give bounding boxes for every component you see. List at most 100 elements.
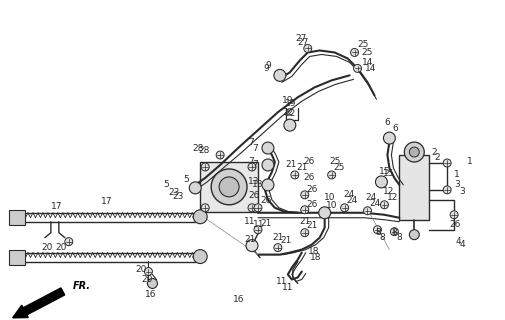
Text: 7: 7: [252, 160, 258, 170]
Text: 16: 16: [233, 295, 244, 304]
Text: 21: 21: [286, 160, 297, 170]
Text: 1: 1: [467, 157, 473, 166]
Circle shape: [375, 176, 387, 188]
Circle shape: [364, 207, 372, 215]
Text: 13: 13: [248, 177, 260, 187]
Circle shape: [201, 163, 209, 171]
Circle shape: [410, 230, 419, 240]
Circle shape: [304, 44, 312, 52]
Text: 26: 26: [449, 220, 461, 229]
Text: 18: 18: [308, 247, 319, 256]
Circle shape: [284, 119, 296, 131]
Text: 15: 15: [379, 167, 391, 176]
Text: 16: 16: [144, 290, 156, 299]
Circle shape: [383, 132, 395, 144]
Text: 21: 21: [260, 219, 271, 228]
Circle shape: [390, 228, 398, 236]
Text: 26: 26: [304, 157, 315, 166]
Circle shape: [248, 163, 256, 171]
Text: 3: 3: [459, 188, 465, 196]
Text: 7: 7: [252, 144, 258, 153]
Text: 21: 21: [280, 236, 291, 245]
Text: FR.: FR.: [73, 282, 91, 292]
Text: 17: 17: [100, 197, 112, 206]
Text: 26: 26: [304, 173, 315, 182]
Bar: [9, 250, 25, 265]
Text: 8: 8: [379, 233, 385, 242]
Text: 8: 8: [391, 228, 397, 237]
FancyArrow shape: [13, 288, 65, 318]
Circle shape: [201, 204, 209, 212]
Circle shape: [374, 226, 381, 234]
Circle shape: [443, 186, 451, 194]
Text: 11: 11: [282, 283, 293, 292]
Text: 2: 2: [431, 148, 437, 156]
Text: 27: 27: [298, 38, 309, 47]
Text: 20: 20: [141, 275, 153, 284]
Circle shape: [216, 151, 224, 159]
Text: 26: 26: [307, 185, 318, 194]
Circle shape: [262, 179, 274, 191]
Circle shape: [405, 142, 424, 162]
Circle shape: [274, 244, 282, 252]
Circle shape: [147, 278, 158, 288]
Text: 22: 22: [285, 109, 296, 118]
Text: 3: 3: [454, 180, 460, 189]
Circle shape: [328, 171, 336, 179]
Circle shape: [254, 204, 262, 212]
Text: 21: 21: [272, 233, 283, 242]
Text: 25: 25: [358, 40, 369, 49]
Text: 25: 25: [330, 157, 341, 166]
Circle shape: [354, 64, 362, 72]
Circle shape: [254, 226, 262, 234]
Text: 13: 13: [252, 180, 264, 189]
Text: 14: 14: [365, 64, 376, 73]
Text: 5: 5: [183, 175, 189, 184]
Text: 24: 24: [346, 196, 358, 205]
Text: 8: 8: [375, 228, 381, 237]
Circle shape: [262, 142, 274, 154]
Text: 9: 9: [263, 64, 269, 73]
Text: 9: 9: [265, 61, 271, 70]
Bar: [200, 162, 258, 212]
Text: 28: 28: [192, 144, 204, 153]
Text: 2: 2: [434, 153, 440, 162]
Circle shape: [291, 171, 299, 179]
Circle shape: [193, 210, 207, 224]
Text: 11: 11: [276, 277, 287, 286]
Circle shape: [246, 240, 258, 252]
Text: 26: 26: [307, 200, 318, 209]
Text: 15: 15: [383, 169, 395, 179]
Text: 26: 26: [248, 191, 260, 200]
Circle shape: [301, 229, 309, 237]
Text: 7: 7: [248, 138, 254, 147]
Circle shape: [274, 69, 286, 81]
Text: 5: 5: [164, 180, 169, 189]
Circle shape: [443, 159, 451, 167]
Circle shape: [144, 268, 153, 276]
Text: 20: 20: [41, 243, 53, 252]
Text: 12: 12: [383, 188, 395, 196]
Text: 24: 24: [343, 190, 355, 199]
Text: 4: 4: [455, 237, 461, 246]
Text: 6: 6: [384, 118, 390, 127]
Circle shape: [350, 49, 359, 56]
Circle shape: [410, 147, 419, 157]
Circle shape: [248, 204, 256, 212]
Text: 6: 6: [392, 124, 398, 132]
Circle shape: [301, 191, 309, 199]
Circle shape: [319, 207, 331, 219]
Text: 21: 21: [307, 221, 318, 230]
Bar: [399, 155, 429, 220]
Text: 23: 23: [172, 192, 184, 201]
Text: 8: 8: [396, 233, 402, 242]
Text: 12: 12: [387, 193, 399, 202]
Text: 23: 23: [168, 188, 180, 197]
Circle shape: [219, 177, 239, 197]
Text: 21: 21: [244, 235, 256, 244]
Text: 20: 20: [56, 243, 67, 252]
Circle shape: [450, 211, 458, 219]
Text: 26: 26: [260, 196, 271, 205]
Text: 22: 22: [282, 108, 293, 117]
Text: 25: 25: [334, 164, 345, 172]
